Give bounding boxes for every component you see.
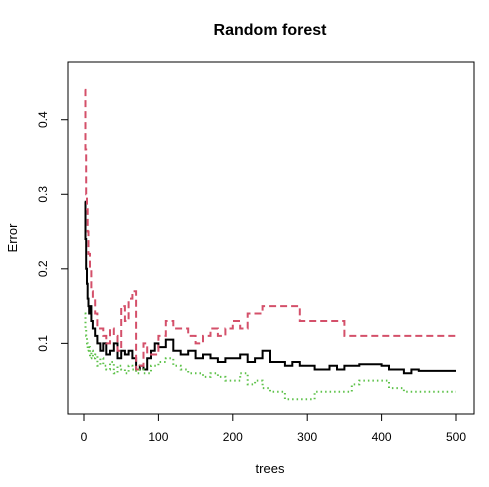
- series-line-solid: [84, 200, 456, 375]
- y-tick-label: 0.3: [36, 186, 50, 203]
- y-tick-label: 0.1: [36, 335, 50, 352]
- x-tick-label: 100: [148, 430, 168, 444]
- x-tick-label: 500: [446, 430, 466, 444]
- x-axis: 0 100 200 300 400 500: [81, 413, 466, 444]
- x-tick-label: 200: [223, 430, 243, 444]
- chart-title: Random forest: [214, 22, 328, 39]
- series-lines: [84, 88, 456, 401]
- x-tick-label: 0: [81, 430, 88, 444]
- series-line-dashed: [84, 88, 456, 371]
- y-axis-label: Error: [5, 223, 20, 253]
- y-tick-label: 0.2: [36, 260, 50, 277]
- y-tick-label: 0.4: [36, 111, 50, 128]
- x-tick-label: 400: [372, 430, 392, 444]
- x-axis-label: trees: [256, 461, 285, 476]
- y-axis: 0.1 0.2 0.3 0.4: [36, 111, 69, 352]
- series-line-dotted: [84, 312, 456, 401]
- x-tick-label: 300: [297, 430, 317, 444]
